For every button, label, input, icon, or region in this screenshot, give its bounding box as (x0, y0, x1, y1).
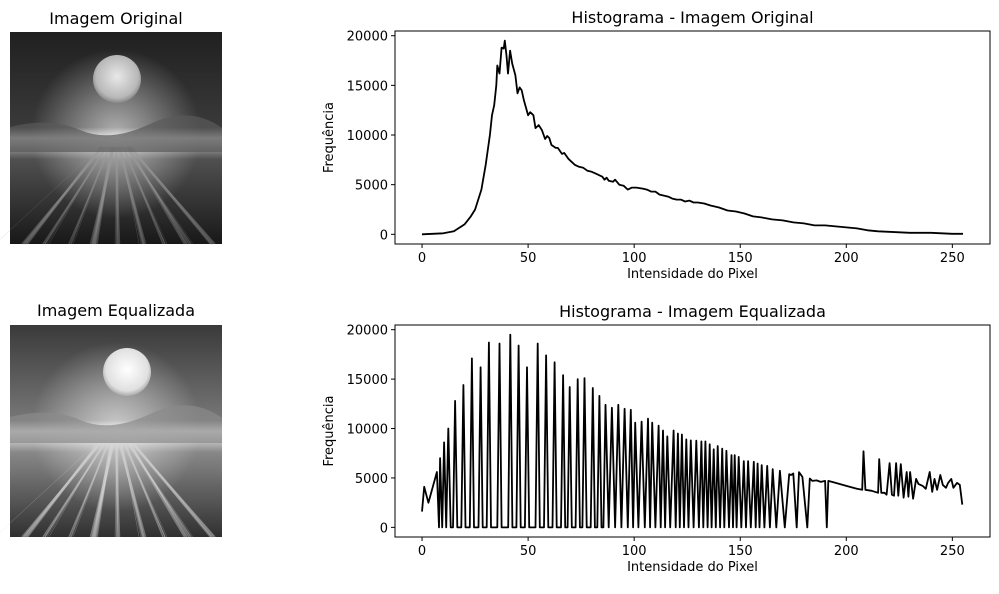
original-image-title: Imagem Original (49, 9, 182, 28)
chart-title: Histograma - Imagem Equalizada (559, 302, 826, 321)
y-tick-label: 5000 (355, 179, 388, 194)
x-axis-label: Intensidade do Pixel (627, 560, 758, 575)
axes-frame (395, 31, 990, 244)
original-image (0, 32, 222, 244)
x-tick-label: 250 (940, 544, 965, 559)
chart-title: Histograma - Imagem Original (571, 8, 813, 27)
x-tick-label: 200 (834, 251, 859, 266)
histogram-line (422, 335, 962, 528)
histogram-equalized: Histograma - Imagem Equalizada 0 50 100 150 2… (322, 302, 990, 575)
x-tick-label: 150 (728, 544, 753, 559)
y-tick-label: 0 (380, 521, 388, 536)
x-tick-label: 150 (728, 251, 753, 266)
y-tick-label: 20000 (347, 30, 388, 45)
equalized-image (0, 325, 222, 537)
x-tick-label: 0 (418, 544, 426, 559)
y-axis-label: Frequência (322, 102, 337, 173)
y-tick-label: 15000 (347, 79, 388, 94)
x-tick-label: 250 (940, 251, 965, 266)
y-tick-label: 10000 (347, 423, 388, 438)
y-tick-label: 5000 (355, 472, 388, 487)
y-tick-label: 0 (380, 228, 388, 243)
y-axis-label: Frequência (322, 395, 337, 466)
x-tick-label: 50 (520, 251, 537, 266)
x-tick-label: 100 (622, 544, 647, 559)
original-image-panel: Imagem Original (0, 9, 222, 244)
y-tick-label: 10000 (347, 129, 388, 144)
x-tick-label: 100 (622, 251, 647, 266)
equalized-image-panel: Imagem Equalizada (0, 301, 222, 537)
y-tick-label: 15000 (347, 373, 388, 388)
histogram-line (422, 41, 963, 235)
x-tick-label: 0 (418, 251, 426, 266)
equalized-image-title: Imagem Equalizada (37, 301, 195, 320)
x-axis-label: Intensidade do Pixel (627, 267, 758, 282)
y-tick-label: 20000 (347, 324, 388, 339)
x-tick-label: 200 (834, 544, 859, 559)
histogram-original: Histograma - Imagem Original 0 50 100 150 200… (322, 8, 990, 282)
x-tick-label: 50 (520, 544, 537, 559)
